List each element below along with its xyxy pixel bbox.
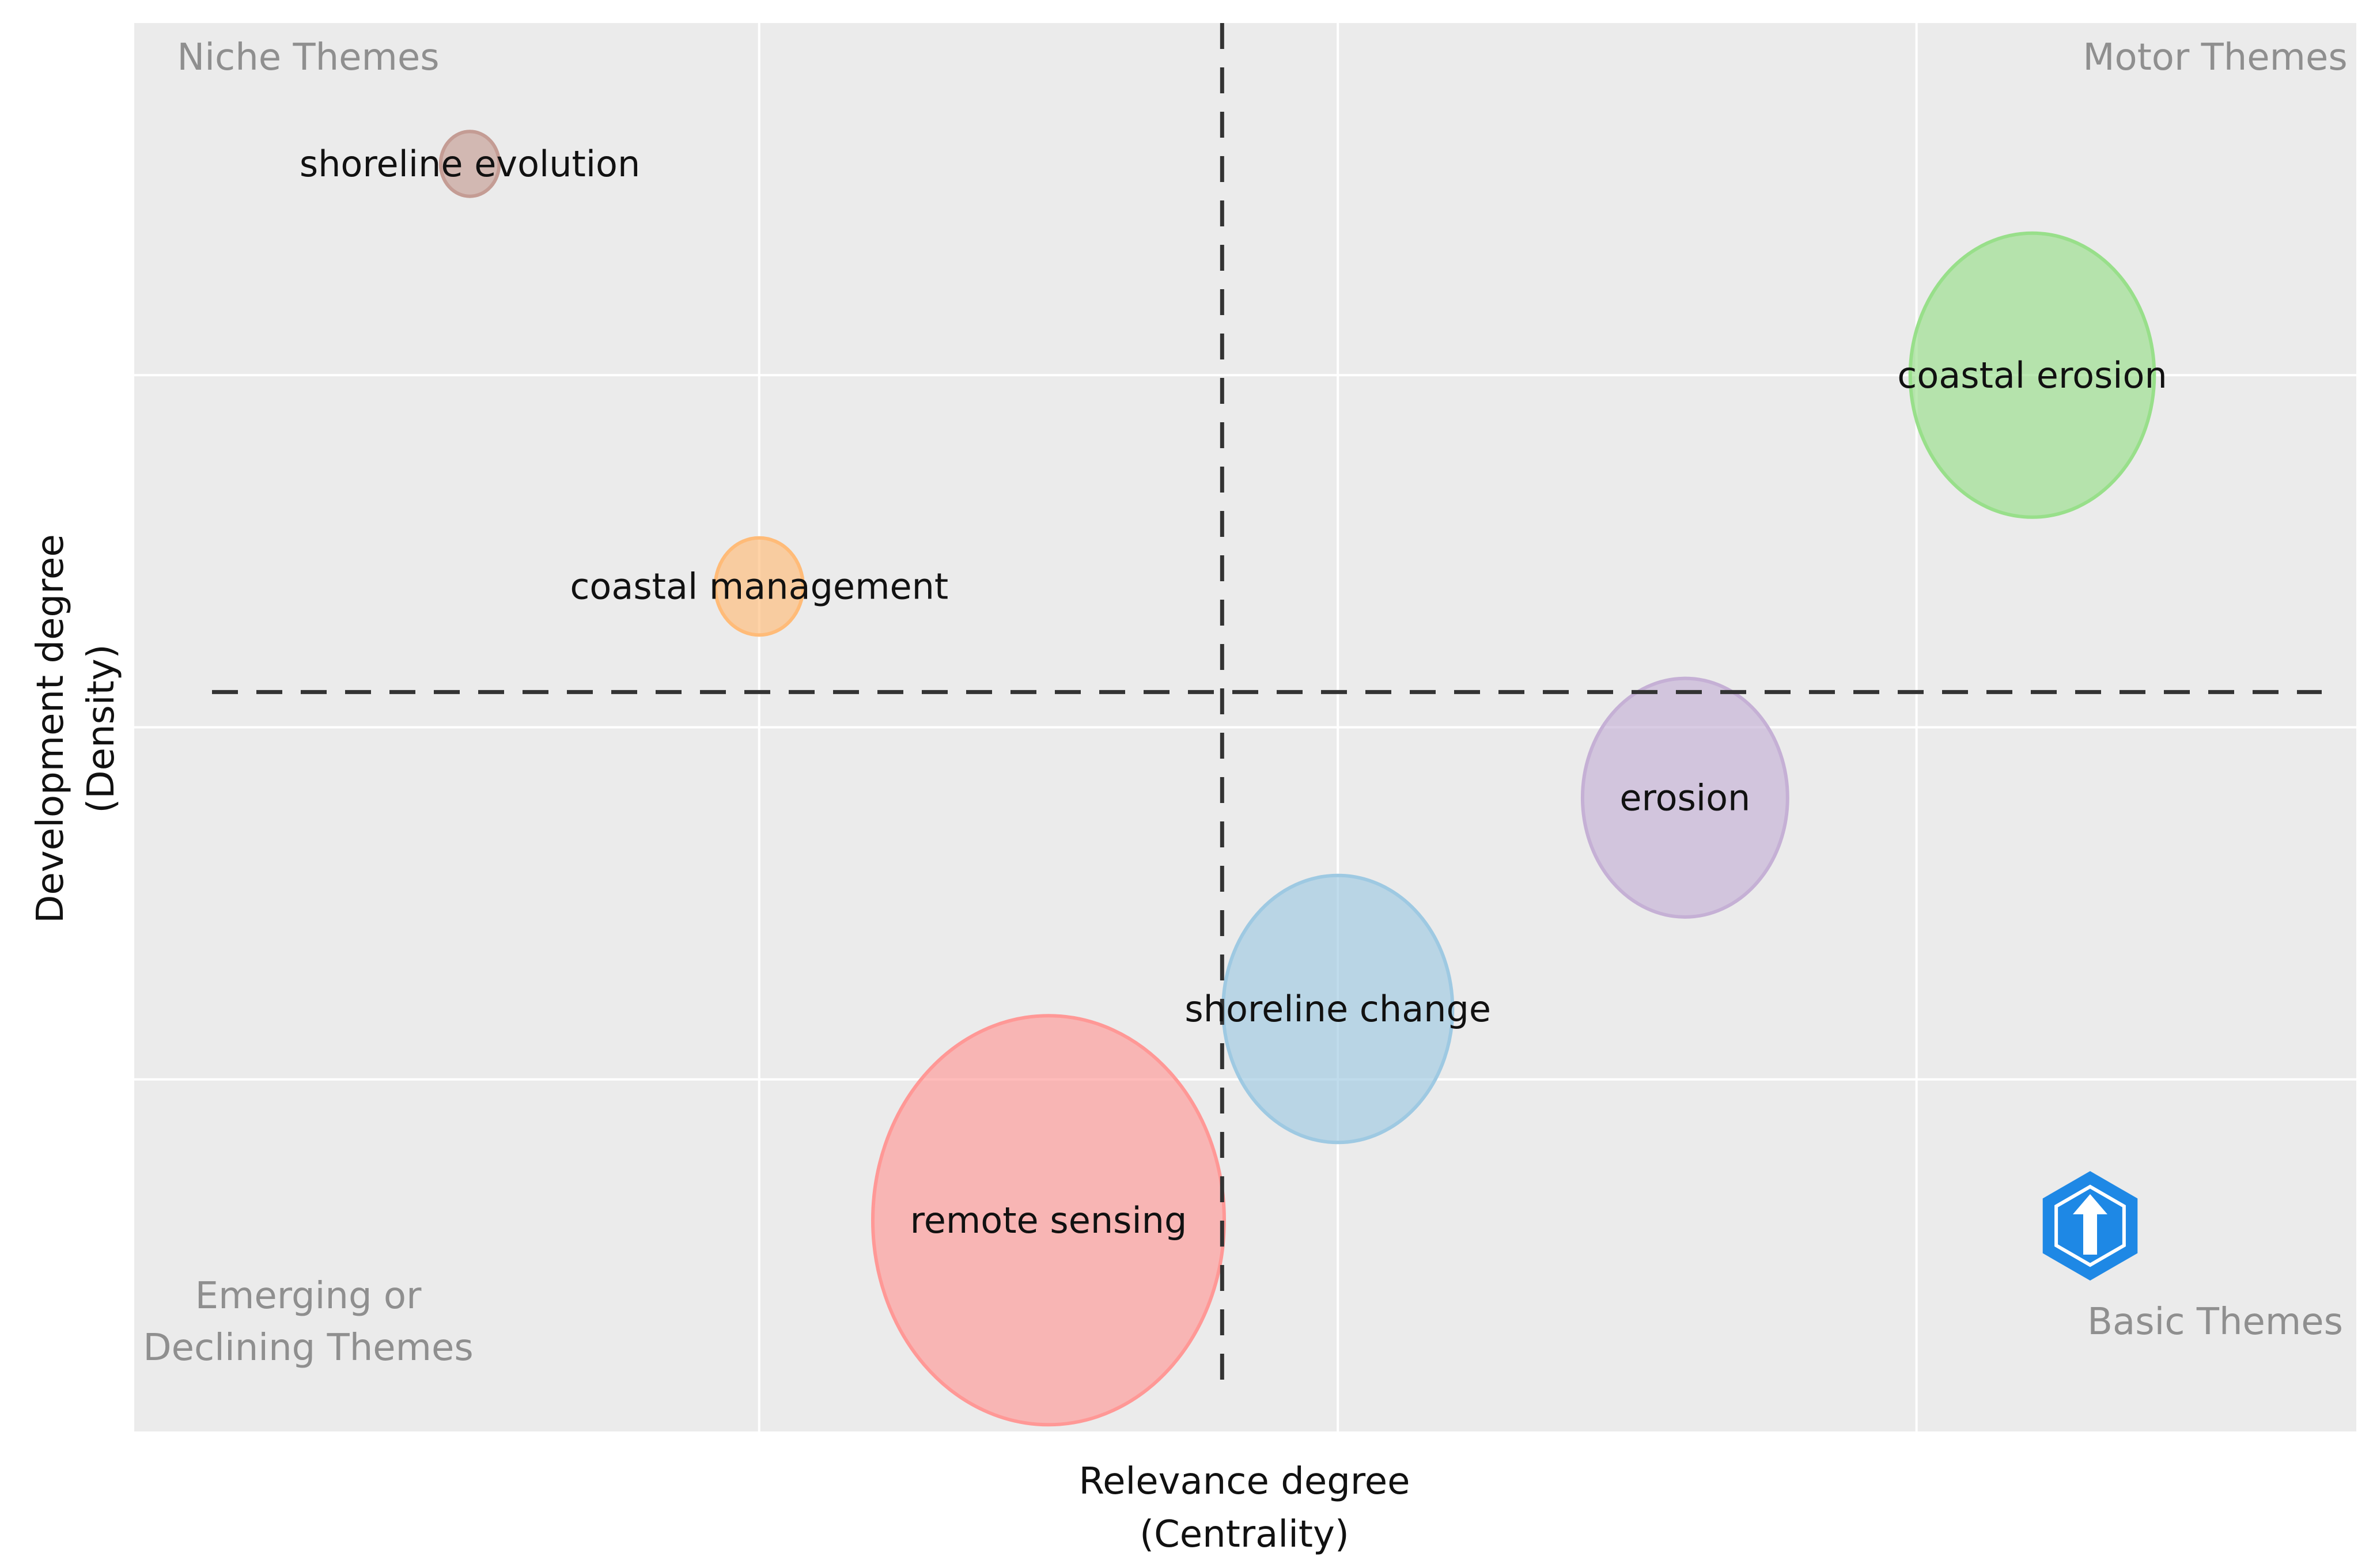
logo-tower	[2083, 1214, 2097, 1255]
bubble-label: erosion	[1619, 777, 1750, 819]
quadrant-label-emerging: Emerging or	[195, 1275, 422, 1317]
reference-lines	[212, 23, 2322, 1391]
bubble-point	[438, 130, 501, 198]
quadrant-label-basic: Basic Themes	[2087, 1301, 2343, 1343]
quadrant-label-niche: Niche Themes	[177, 36, 439, 79]
quadrant-label-emerging: Declining Themes	[143, 1327, 473, 1369]
bubble-labels: shoreline evolution coastal management coa…	[300, 143, 2167, 1241]
y-axis-label: Development degree	[29, 534, 72, 923]
bubble-label: coastal erosion	[1897, 354, 2167, 396]
grid	[134, 23, 2356, 1431]
quadrant-labels: Niche Themes Motor Themes Emerging or Decli…	[143, 36, 2347, 1369]
bubble-point	[1580, 676, 1789, 919]
logo-inner-hexagon	[2054, 1184, 2126, 1267]
bubble-point	[1908, 231, 2156, 519]
bubble-label: coastal management	[570, 566, 948, 608]
logo-roof	[2073, 1194, 2107, 1214]
axis-labels: Relevance degree (Centrality) Development …	[29, 534, 1410, 1556]
quadrant-label-motor: Motor Themes	[2083, 36, 2347, 79]
x-axis-label: (Centrality)	[1140, 1513, 1349, 1556]
y-axis-label: (Density)	[80, 644, 123, 813]
bubble-point	[871, 1014, 1226, 1427]
bubble-label: shoreline evolution	[300, 143, 640, 185]
bubble-label: remote sensing	[910, 1199, 1187, 1241]
x-axis-label: Relevance degree	[1079, 1460, 1410, 1503]
bibliometrix-logo-icon	[2042, 1171, 2138, 1281]
bubble-point	[713, 536, 805, 637]
bubble-label: shoreline change	[1184, 988, 1491, 1030]
